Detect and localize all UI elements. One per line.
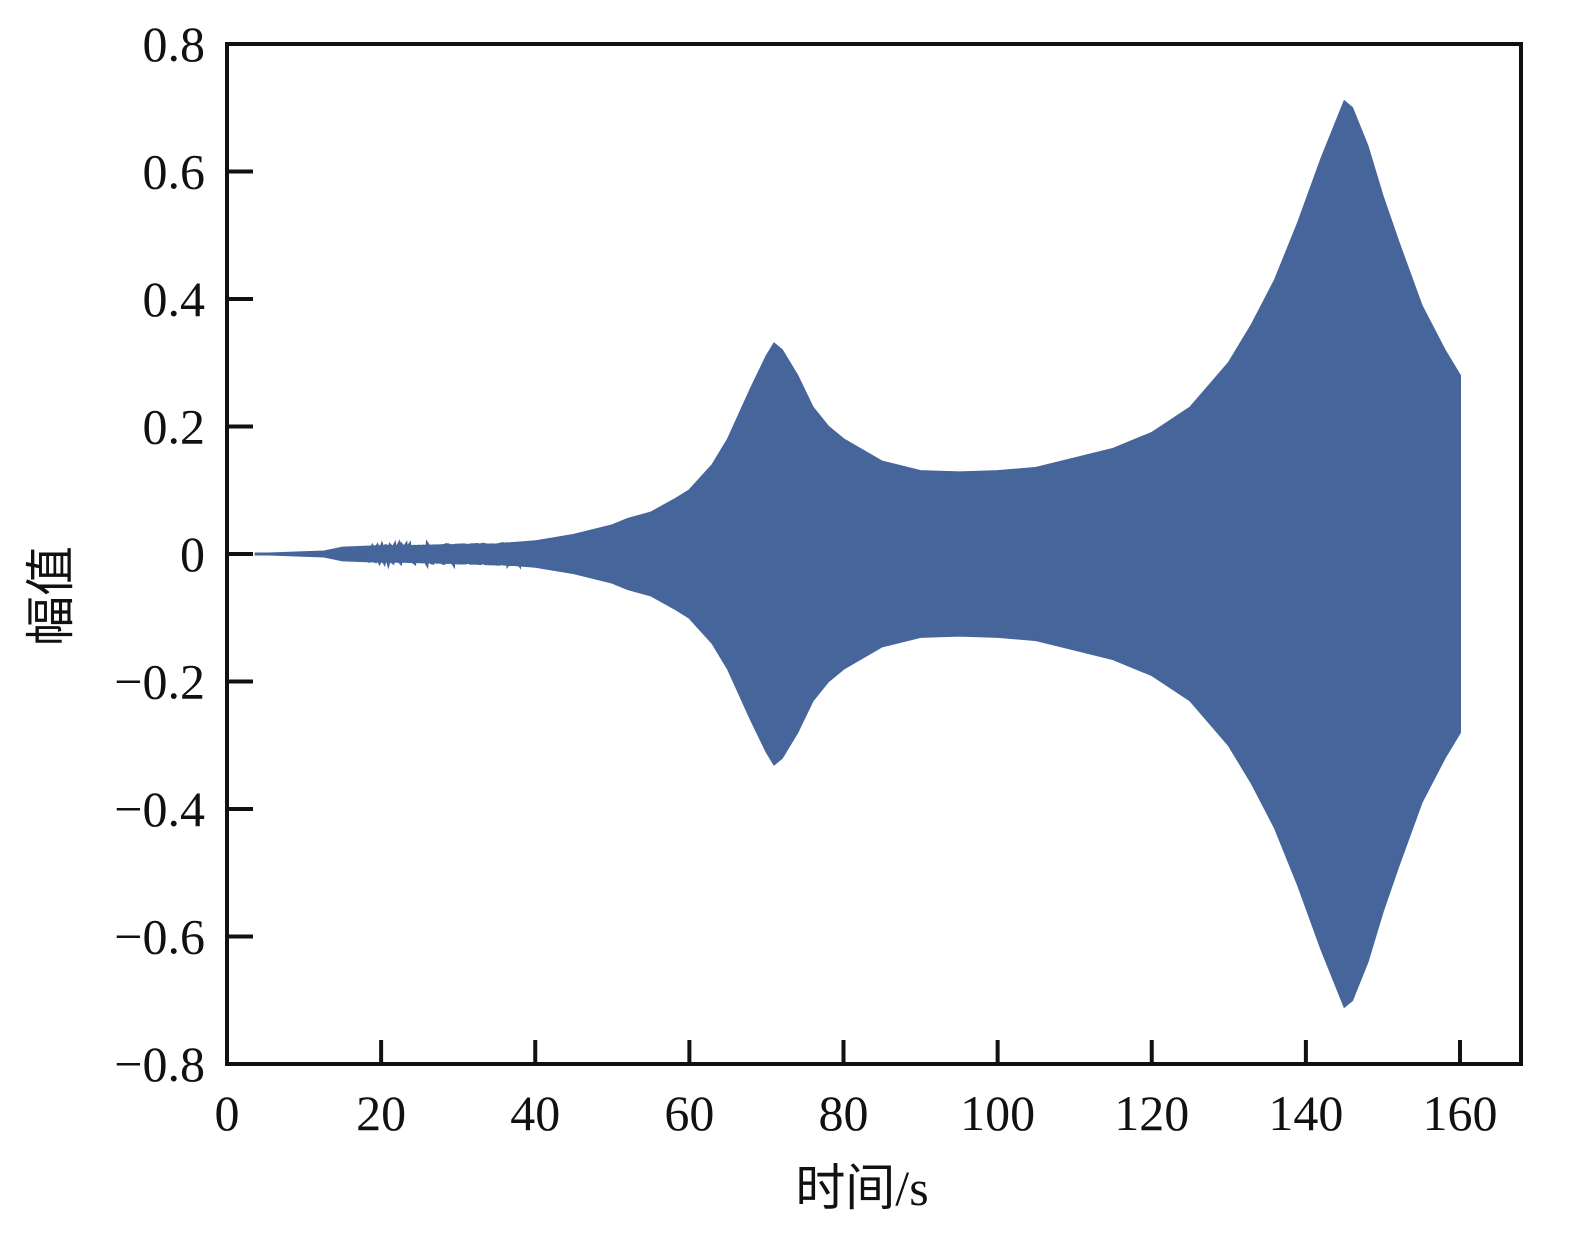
y-axis-label: 幅值 [23,546,79,646]
x-tick-label: 20 [356,1085,406,1141]
y-tick-label: 0 [180,526,205,582]
x-tick-label: 40 [510,1085,560,1141]
y-tick-label: −0.6 [114,909,205,965]
y-tick-label: 0.8 [143,16,206,72]
x-tick-label: 120 [1114,1085,1189,1141]
x-tick-label: 140 [1268,1085,1343,1141]
y-tick-label: −0.2 [114,654,205,710]
signal-envelope [254,99,1461,1009]
y-tick-label: 0.4 [143,271,206,327]
x-tick-label: 80 [819,1085,869,1141]
y-tick-label: −0.8 [114,1036,205,1092]
y-tick-label: −0.4 [114,781,205,837]
x-tick-label: 60 [664,1085,714,1141]
x-axis-label: 时间/s [795,1160,928,1216]
y-tick-label: 0.2 [143,399,206,455]
x-tick-label: 0 [215,1085,240,1141]
x-tick-label: 160 [1423,1085,1498,1141]
signal-oscillation [324,539,538,570]
y-tick-label: 0.6 [143,144,206,200]
x-tick-label: 100 [960,1085,1035,1141]
